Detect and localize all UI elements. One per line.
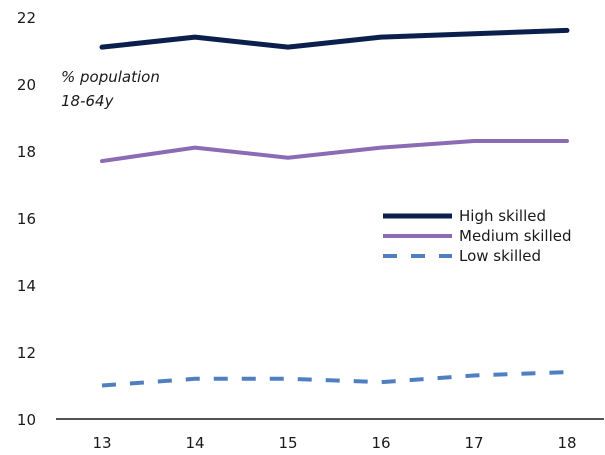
legend: High skilled Medium skilled Low skilled: [383, 207, 572, 265]
y-tick-label: 20: [17, 76, 36, 94]
x-tick-label: 17: [464, 434, 483, 452]
y-tick-label: 10: [17, 411, 36, 429]
y-tick-label: 22: [17, 9, 36, 27]
y-tick-label: 18: [17, 143, 36, 161]
x-axis: 13 14 15 16 17 18: [92, 434, 576, 452]
x-tick-label: 14: [185, 434, 204, 452]
y-tick-label: 14: [17, 277, 36, 295]
series-line-medium-skilled: [100, 138, 569, 164]
y-tick-label: 16: [17, 210, 36, 228]
x-tick-label: 13: [92, 434, 111, 452]
y-tick-label: 12: [17, 344, 36, 362]
annotation-line-1: % population: [61, 68, 160, 86]
x-tick-label: 18: [557, 434, 576, 452]
series-line-high-skilled: [99, 27, 570, 50]
series-lines: [99, 27, 570, 388]
annotation: % population 18-64y: [61, 68, 160, 110]
series-line-low-skilled: [101, 370, 568, 388]
x-tick-label: 16: [371, 434, 390, 452]
y-axis: 10 12 14 16 18 20 22: [17, 9, 36, 429]
legend-label: High skilled: [459, 207, 546, 225]
legend-label: Low skilled: [459, 247, 541, 265]
legend-label: Medium skilled: [459, 227, 572, 245]
x-tick-label: 15: [278, 434, 297, 452]
annotation-line-2: 18-64y: [61, 92, 115, 110]
